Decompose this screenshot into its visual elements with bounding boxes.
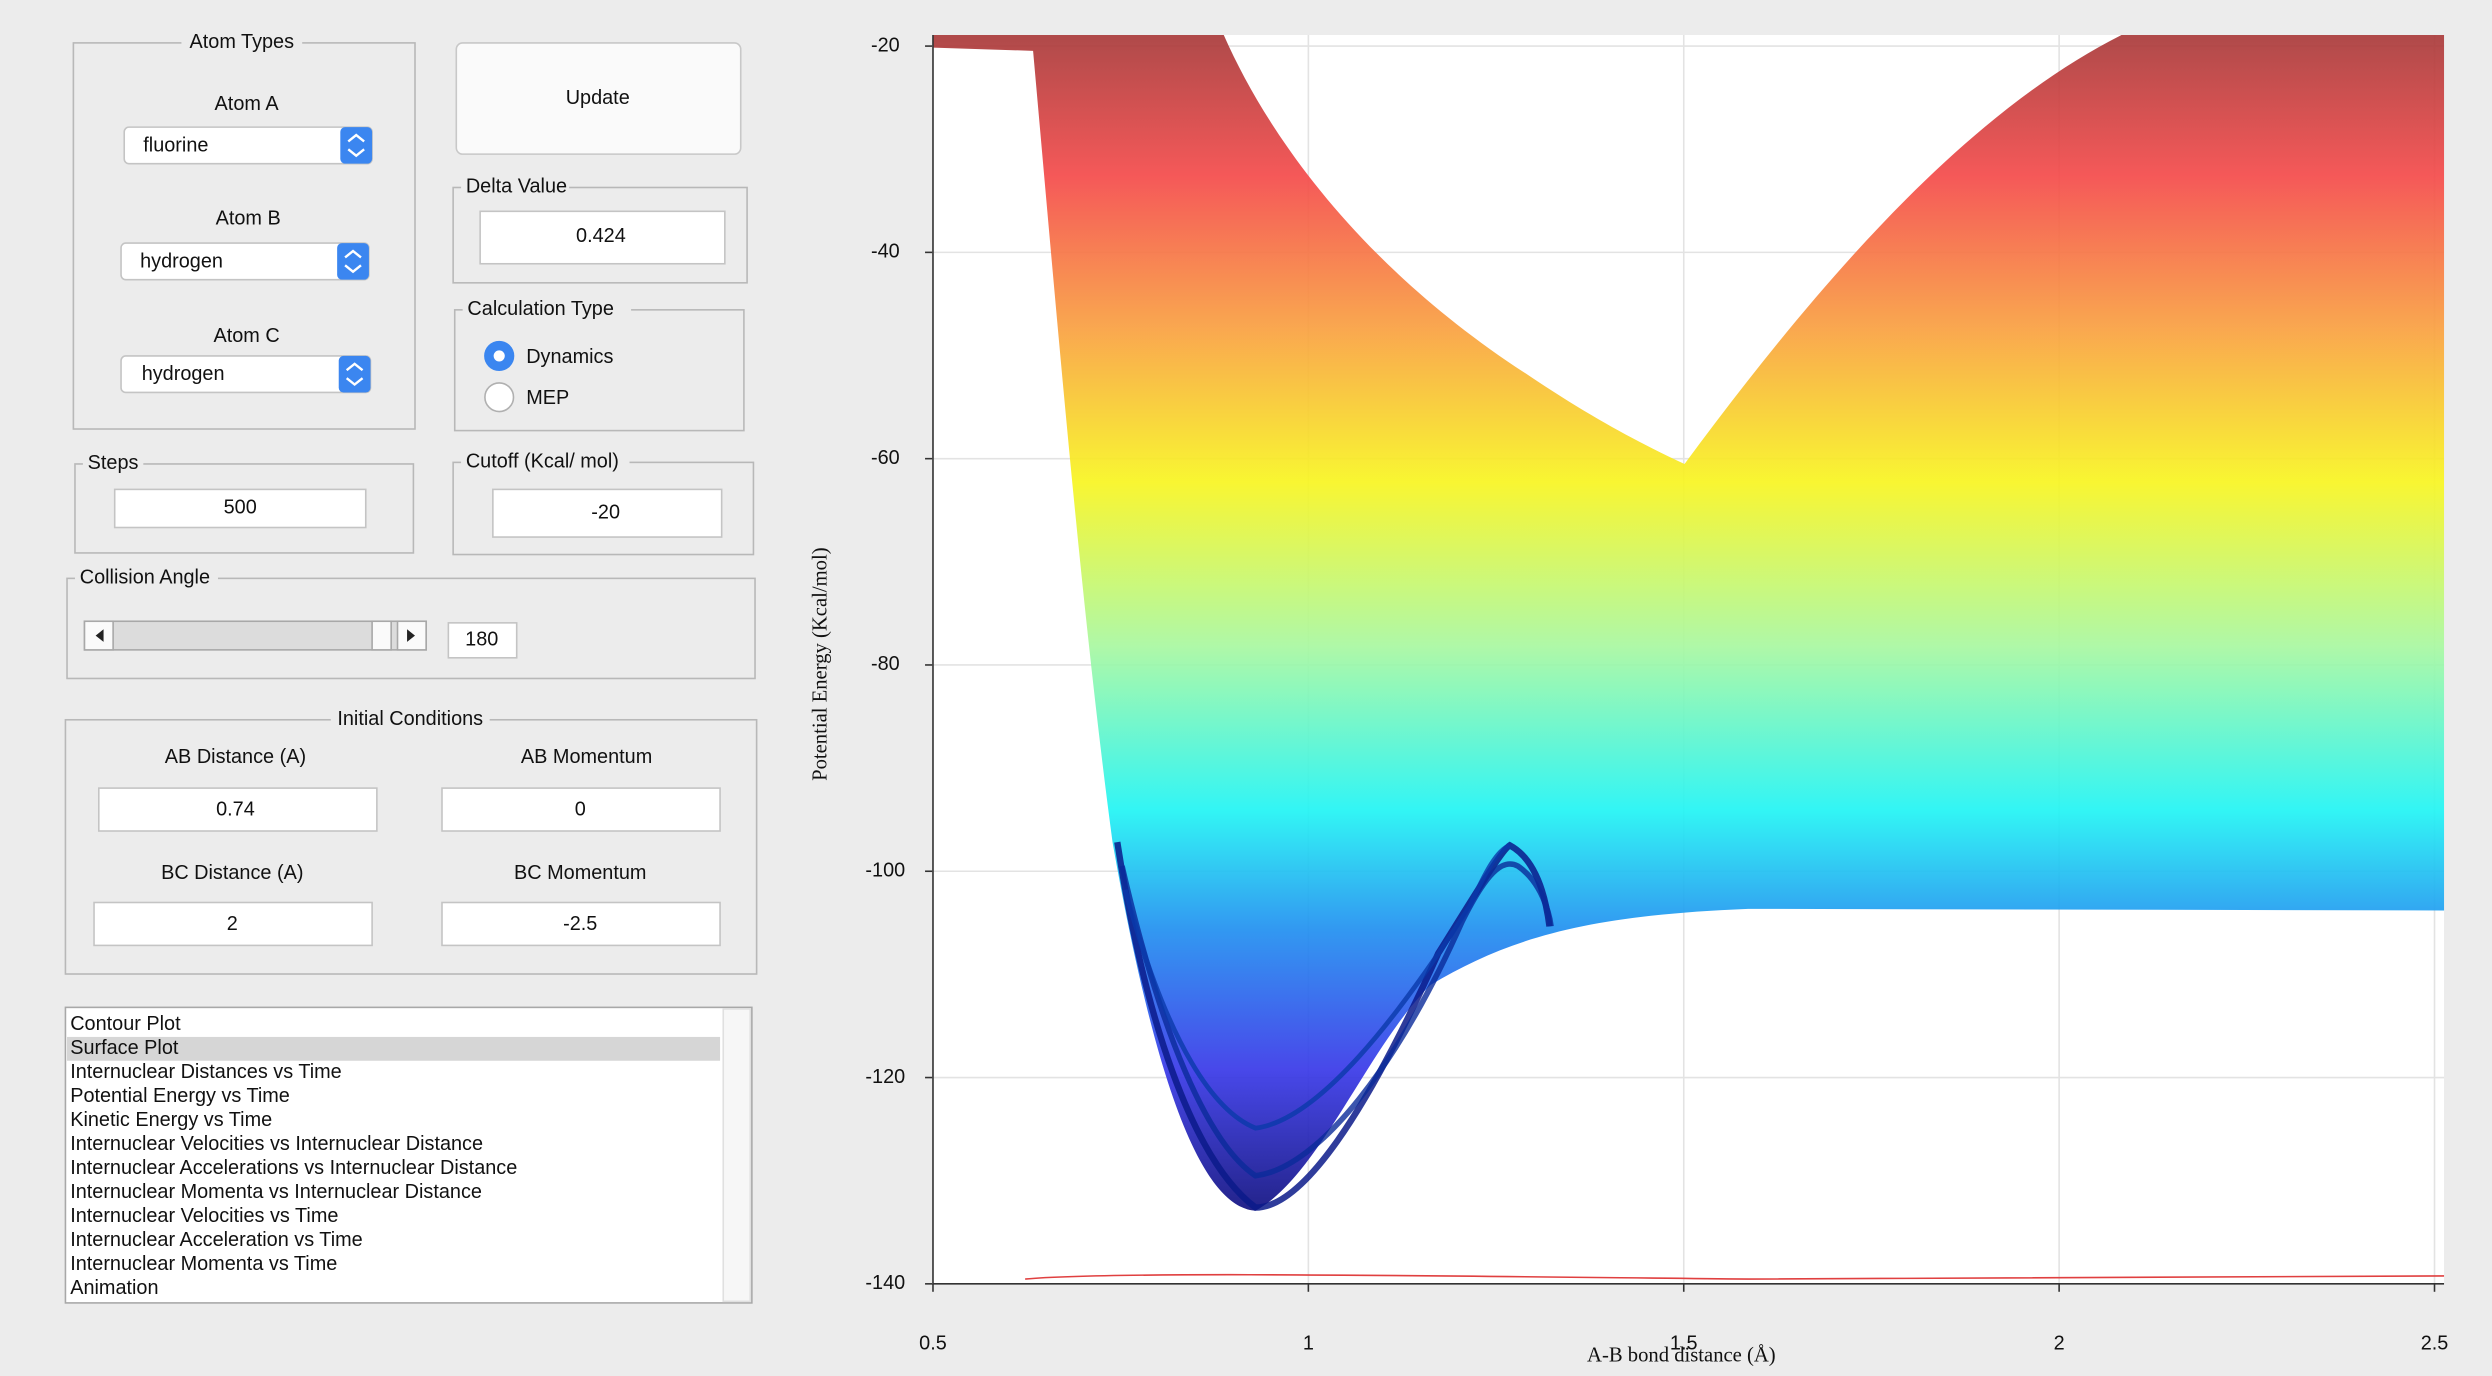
angle-slider[interactable] [83, 620, 427, 651]
trajectory [1119, 861, 1554, 1179]
energy-surface [932, 34, 2445, 1211]
cutoff-field[interactable] [492, 488, 723, 538]
panel-title: Delta Value [466, 176, 567, 198]
field-label: AB Momentum [521, 746, 652, 768]
x-axis-label: A-B bond distance (Å) [1587, 1345, 1776, 1367]
field-value: 0 [575, 799, 586, 821]
angle-panel [66, 577, 756, 680]
y-tick-label: -40 [871, 241, 900, 263]
delta-panel [452, 186, 748, 284]
x-tick-label: 0.5 [919, 1332, 947, 1354]
atom-label: Atom A [215, 93, 280, 115]
list-item[interactable]: Internuclear Velocities vs Time [70, 1205, 338, 1227]
y-tick-label: -60 [871, 447, 900, 469]
radio-dot [493, 350, 505, 362]
y-tick-label: -20 [871, 34, 900, 56]
list-item[interactable]: Internuclear Distances vs Time [70, 1061, 342, 1083]
field-value: 0.424 [576, 225, 626, 247]
input-field[interactable] [441, 787, 721, 832]
atom-label: Atom C [213, 325, 279, 347]
update-button[interactable]: Update [455, 42, 742, 155]
field-value: 180 [465, 629, 498, 651]
atom-value: fluorine [143, 134, 208, 156]
panel-title: Cutoff (Kcal/ mol) [466, 451, 619, 473]
list-item[interactable]: Internuclear Accelerations vs Internucle… [70, 1157, 517, 1179]
field-label: AB Distance (A) [165, 746, 306, 768]
angle-field[interactable] [447, 622, 518, 659]
list-item[interactable]: Potential Energy vs Time [70, 1085, 290, 1107]
radio-button[interactable] [484, 382, 515, 413]
button-label: Update [566, 87, 630, 109]
list-item[interactable]: Internuclear Momenta vs Time [70, 1253, 337, 1275]
panel-title: Collision Angle [80, 567, 210, 589]
trajectory [1122, 843, 1511, 1131]
steps-panel [74, 463, 415, 554]
field-value: -2.5 [563, 913, 597, 935]
panel-title: Atom Types [190, 31, 295, 53]
atom-popup[interactable]: hydrogen [120, 242, 370, 281]
field-value: 2 [227, 913, 238, 935]
panel-title: Calculation Type [467, 298, 613, 320]
list-item[interactable]: Internuclear Acceleration vs Time [70, 1229, 363, 1251]
y-axis-label: Potential Energy (Kcal/mol) [809, 547, 831, 781]
atom-label: Atom B [216, 208, 281, 230]
steps-field[interactable] [113, 488, 367, 529]
list-item[interactable]: Surface Plot [70, 1037, 179, 1059]
field-label: BC Momentum [514, 862, 646, 884]
atom-popup[interactable]: hydrogen [120, 355, 372, 394]
input-field[interactable] [98, 787, 378, 832]
x-tick-label: 2 [2054, 1332, 2065, 1354]
field-value: 500 [224, 497, 257, 519]
x-tick-label: 2.5 [2421, 1332, 2449, 1354]
list-item[interactable]: Contour Plot [70, 1013, 181, 1035]
atom-value: hydrogen [142, 363, 225, 385]
radio-label: MEP [526, 387, 569, 409]
panel-title: Steps [88, 452, 139, 474]
input-field[interactable] [93, 901, 373, 947]
scrollbar [722, 1008, 752, 1303]
selected-row [67, 1036, 721, 1061]
trajectory [1114, 841, 1553, 1211]
x-tick-label: 1 [1303, 1332, 1314, 1354]
atom-popup[interactable]: fluorine [123, 126, 373, 165]
x-tick-label: 1.5 [1670, 1332, 1698, 1354]
panel-title: Initial Conditions [337, 708, 483, 730]
radio-label: Dynamics [526, 346, 613, 368]
input-field[interactable] [441, 901, 721, 947]
field-value: -20 [591, 501, 620, 523]
y-tick-label: -80 [871, 653, 900, 675]
list-item[interactable]: Internuclear Momenta vs Internuclear Dis… [70, 1181, 482, 1203]
field-value: 0.74 [216, 799, 255, 821]
field-label: BC Distance (A) [161, 862, 303, 884]
y-tick-label: -100 [865, 860, 905, 882]
list-item[interactable]: Animation [70, 1277, 158, 1299]
atom-value: hydrogen [140, 250, 223, 272]
list-item[interactable]: Internuclear Velocities vs Internuclear … [70, 1133, 483, 1155]
list-item[interactable]: Kinetic Energy vs Time [70, 1109, 272, 1131]
delta-field[interactable] [479, 210, 726, 265]
y-tick-label: -120 [865, 1066, 905, 1088]
contour [1025, 1273, 2445, 1280]
y-tick-label: -140 [865, 1272, 905, 1294]
